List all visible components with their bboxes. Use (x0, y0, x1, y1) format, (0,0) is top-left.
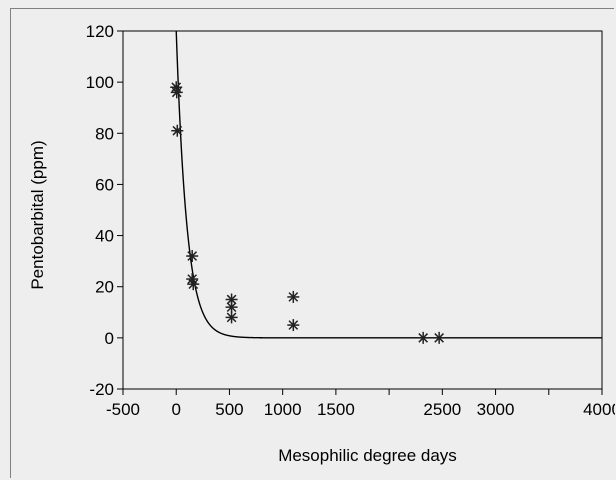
y-axis-label: Pentobarbital (ppm) (28, 140, 47, 289)
x-tick-label: -500 (106, 400, 140, 419)
data-point (171, 124, 184, 137)
y-tick-label: -20 (89, 380, 114, 399)
x-axis-label: Mesophilic degree days (278, 446, 457, 465)
x-tick-label: 500 (215, 400, 243, 419)
scatter-chart: -20 0 20 40 60 80 100 120 -500 0 500 1000 1500 2500 3… (28, 22, 615, 465)
x-tick-label: 2500 (423, 400, 461, 419)
y-tick-label: 80 (95, 124, 114, 143)
y-axis-ticks: -20 0 20 40 60 80 100 120 (86, 22, 123, 399)
x-tick-label: 1500 (317, 400, 355, 419)
x-tick-label: 4000 (583, 400, 615, 419)
chart-frame: -20 0 20 40 60 80 100 120 -500 0 500 1000 1500 2500 3… (10, 8, 615, 478)
y-tick-label: 20 (95, 278, 114, 297)
data-point (433, 331, 446, 344)
data-point (186, 250, 199, 263)
data-point (170, 86, 183, 99)
fit-curve (175, 30, 602, 339)
data-points (170, 81, 446, 344)
x-tick-label: 3000 (477, 400, 515, 419)
y-tick-label: 120 (86, 22, 114, 41)
data-point (287, 319, 300, 332)
data-point (225, 293, 238, 306)
data-point (287, 290, 300, 303)
y-tick-label: 0 (105, 329, 114, 348)
data-point (417, 331, 430, 344)
x-tick-label: 1000 (264, 400, 302, 419)
y-tick-label: 60 (95, 175, 114, 194)
data-point (225, 311, 238, 324)
data-point (187, 278, 200, 291)
data-point (225, 301, 238, 314)
plot-area-border (122, 30, 603, 390)
x-tick-label: 0 (171, 400, 180, 419)
x-axis-ticks: -500 0 500 1000 1500 2500 3000 4000 (106, 389, 615, 419)
y-tick-label: 40 (95, 227, 114, 246)
y-tick-label: 100 (86, 73, 114, 92)
